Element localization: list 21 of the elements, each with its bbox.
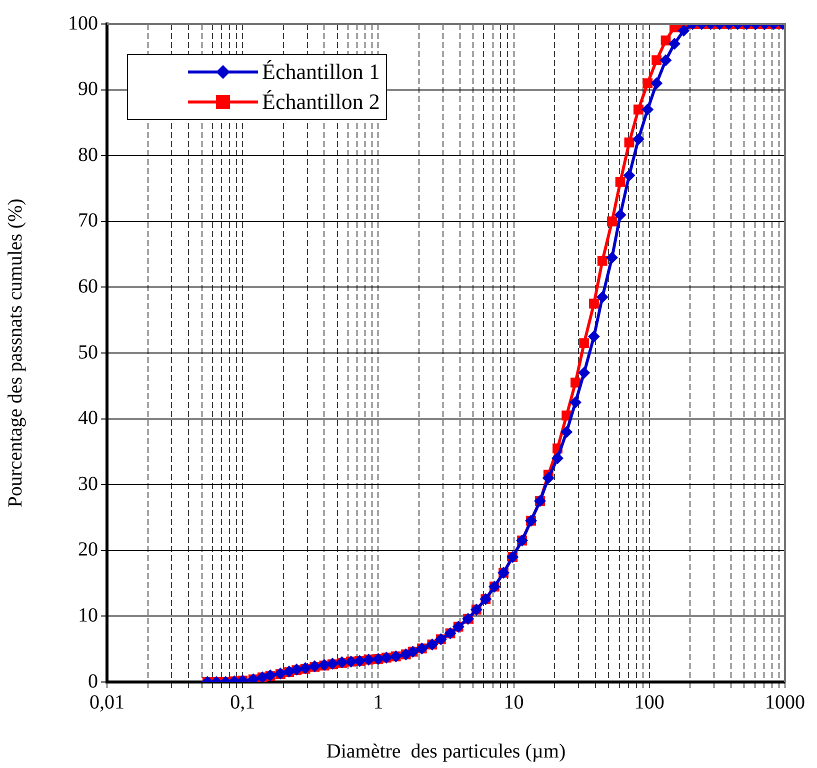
y-tick-label: 40 <box>78 407 98 430</box>
y-tick-label: 50 <box>78 341 98 364</box>
legend-label: Échantillon 1 <box>262 59 380 85</box>
x-tick-label: 100 <box>634 691 664 714</box>
y-tick-label: 80 <box>78 144 98 166</box>
x-tick-label: 10 <box>504 691 524 714</box>
y-tick-label: 30 <box>78 472 98 495</box>
y-tick-label: 10 <box>78 604 98 626</box>
x-tick-label: 1 <box>373 691 384 714</box>
y-axis-title: Pourcentage des passnats cumules (%) <box>4 198 26 508</box>
legend-label: Échantillon 2 <box>262 89 380 115</box>
y-tick-label: 100 <box>68 12 98 34</box>
y-tick-label: 60 <box>78 275 98 298</box>
x-tick-label: 1000 <box>765 691 805 714</box>
y-tick-label: 70 <box>78 210 98 232</box>
x-tick-label: 0,1 <box>230 691 256 714</box>
y-tick-label: 0 <box>88 670 98 692</box>
y-tick-label: 20 <box>78 538 98 561</box>
x-tick-label: 0,01 <box>90 691 124 714</box>
y-tick-label: 90 <box>78 78 98 100</box>
x-axis-title: Diamètre des particules (µm) <box>326 740 566 762</box>
